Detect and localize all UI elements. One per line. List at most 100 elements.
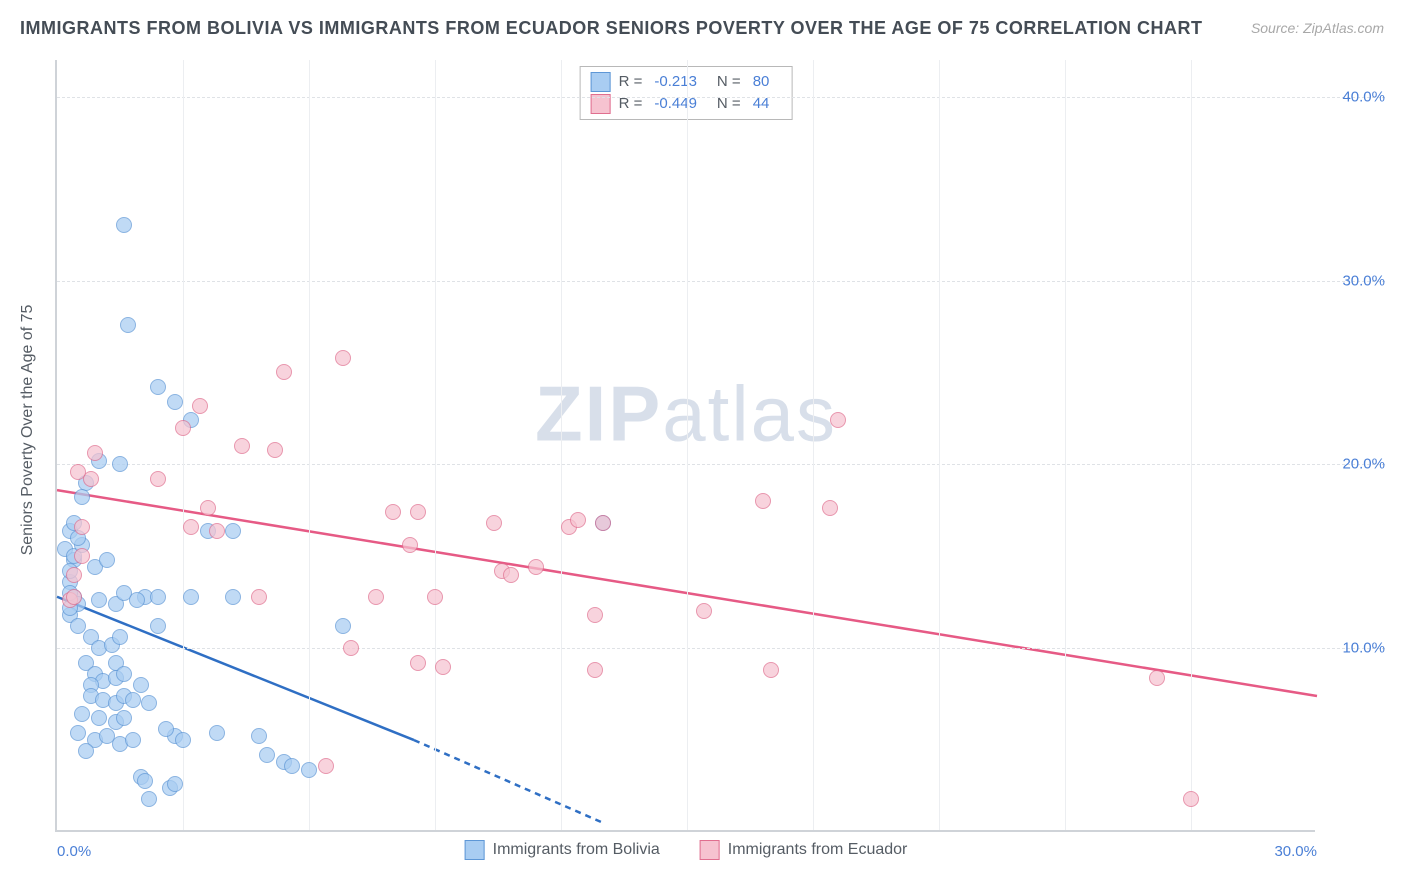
data-point — [70, 464, 86, 480]
x-tick-label: 30.0% — [1274, 843, 1317, 860]
legend-item-bolivia: Immigrants from Bolivia — [465, 840, 660, 860]
data-point — [1149, 670, 1165, 686]
data-point — [112, 456, 128, 472]
data-point — [696, 603, 712, 619]
gridline-v — [435, 60, 436, 830]
data-point — [251, 589, 267, 605]
legend-label-ecuador: Immigrants from Ecuador — [728, 841, 908, 859]
data-point — [234, 438, 250, 454]
data-point — [343, 640, 359, 656]
data-point — [486, 515, 502, 531]
swatch-bolivia — [591, 72, 611, 92]
r-label: R = — [619, 71, 643, 93]
data-point — [276, 364, 292, 380]
data-point — [335, 618, 351, 634]
data-point — [200, 500, 216, 516]
data-point — [137, 773, 153, 789]
data-point — [192, 398, 208, 414]
gridline-v — [183, 60, 184, 830]
source-citation: Source: ZipAtlas.com — [1251, 20, 1384, 36]
data-point — [410, 655, 426, 671]
data-point — [435, 659, 451, 675]
data-point — [116, 666, 132, 682]
plot-area: ZIPatlas R = -0.213 N = 80 R = -0.449 N … — [55, 60, 1315, 832]
data-point — [587, 662, 603, 678]
data-point — [267, 442, 283, 458]
data-point — [167, 394, 183, 410]
swatch-ecuador — [700, 840, 720, 860]
data-point — [335, 350, 351, 366]
data-point — [385, 504, 401, 520]
x-tick-label: 0.0% — [57, 843, 91, 860]
data-point — [74, 489, 90, 505]
data-point — [175, 420, 191, 436]
data-point — [70, 725, 86, 741]
data-point — [125, 692, 141, 708]
data-point — [66, 567, 82, 583]
data-point — [150, 379, 166, 395]
data-point — [133, 677, 149, 693]
data-point — [116, 710, 132, 726]
y-tick-label: 40.0% — [1325, 88, 1385, 105]
r-value-bolivia: -0.213 — [654, 71, 697, 93]
trend-line — [414, 740, 603, 823]
data-point — [74, 519, 90, 535]
data-point — [78, 743, 94, 759]
data-point — [150, 589, 166, 605]
data-point — [167, 776, 183, 792]
legend-row-bolivia: R = -0.213 N = 80 — [591, 71, 782, 93]
data-point — [830, 412, 846, 428]
data-point — [74, 548, 90, 564]
data-point — [129, 592, 145, 608]
n-value-bolivia: 80 — [753, 71, 770, 93]
data-point — [150, 618, 166, 634]
data-point — [183, 519, 199, 535]
data-point — [141, 695, 157, 711]
data-point — [209, 523, 225, 539]
data-point — [112, 629, 128, 645]
data-point — [427, 589, 443, 605]
y-tick-label: 10.0% — [1325, 640, 1385, 657]
data-point — [259, 747, 275, 763]
data-point — [150, 471, 166, 487]
data-point — [410, 504, 426, 520]
data-point — [822, 500, 838, 516]
data-point — [251, 728, 267, 744]
data-point — [116, 217, 132, 233]
gridline-h — [57, 464, 1385, 465]
watermark-zip: ZIP — [535, 370, 662, 458]
data-point — [158, 721, 174, 737]
y-tick-label: 20.0% — [1325, 456, 1385, 473]
data-point — [1183, 791, 1199, 807]
data-point — [120, 317, 136, 333]
legend-correlation-box: R = -0.213 N = 80 R = -0.449 N = 44 — [580, 66, 793, 120]
data-point — [87, 445, 103, 461]
data-point — [91, 592, 107, 608]
data-point — [318, 758, 334, 774]
gridline-h — [57, 97, 1385, 98]
data-point — [503, 567, 519, 583]
n-label: N = — [717, 71, 741, 93]
y-tick-label: 30.0% — [1325, 272, 1385, 289]
data-point — [74, 706, 90, 722]
data-point — [225, 589, 241, 605]
gridline-v — [309, 60, 310, 830]
gridline-v — [1191, 60, 1192, 830]
data-point — [763, 662, 779, 678]
swatch-bolivia — [465, 840, 485, 860]
gridline-v — [813, 60, 814, 830]
legend-bottom: Immigrants from Bolivia Immigrants from … — [465, 840, 908, 860]
data-point — [183, 589, 199, 605]
data-point — [570, 512, 586, 528]
gridline-v — [1065, 60, 1066, 830]
data-point — [66, 589, 82, 605]
data-point — [755, 493, 771, 509]
data-point — [528, 559, 544, 575]
data-point — [141, 791, 157, 807]
gridline-h — [57, 648, 1385, 649]
legend-label-bolivia: Immigrants from Bolivia — [493, 841, 660, 859]
data-point — [402, 537, 418, 553]
chart-title: IMMIGRANTS FROM BOLIVIA VS IMMIGRANTS FR… — [20, 18, 1203, 39]
data-point — [284, 758, 300, 774]
gridline-v — [561, 60, 562, 830]
